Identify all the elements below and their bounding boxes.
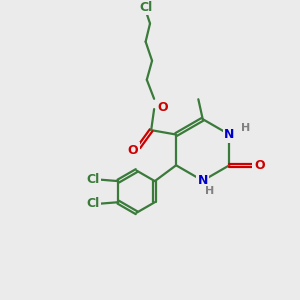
Text: Cl: Cl [86, 197, 99, 210]
Text: O: O [157, 101, 168, 114]
Text: H: H [205, 186, 214, 196]
Text: O: O [254, 159, 265, 172]
Text: N: N [224, 128, 235, 141]
Text: Cl: Cl [139, 1, 152, 14]
Text: O: O [128, 144, 138, 157]
Text: N: N [197, 174, 208, 187]
Text: Cl: Cl [86, 173, 99, 186]
Text: H: H [241, 123, 250, 133]
